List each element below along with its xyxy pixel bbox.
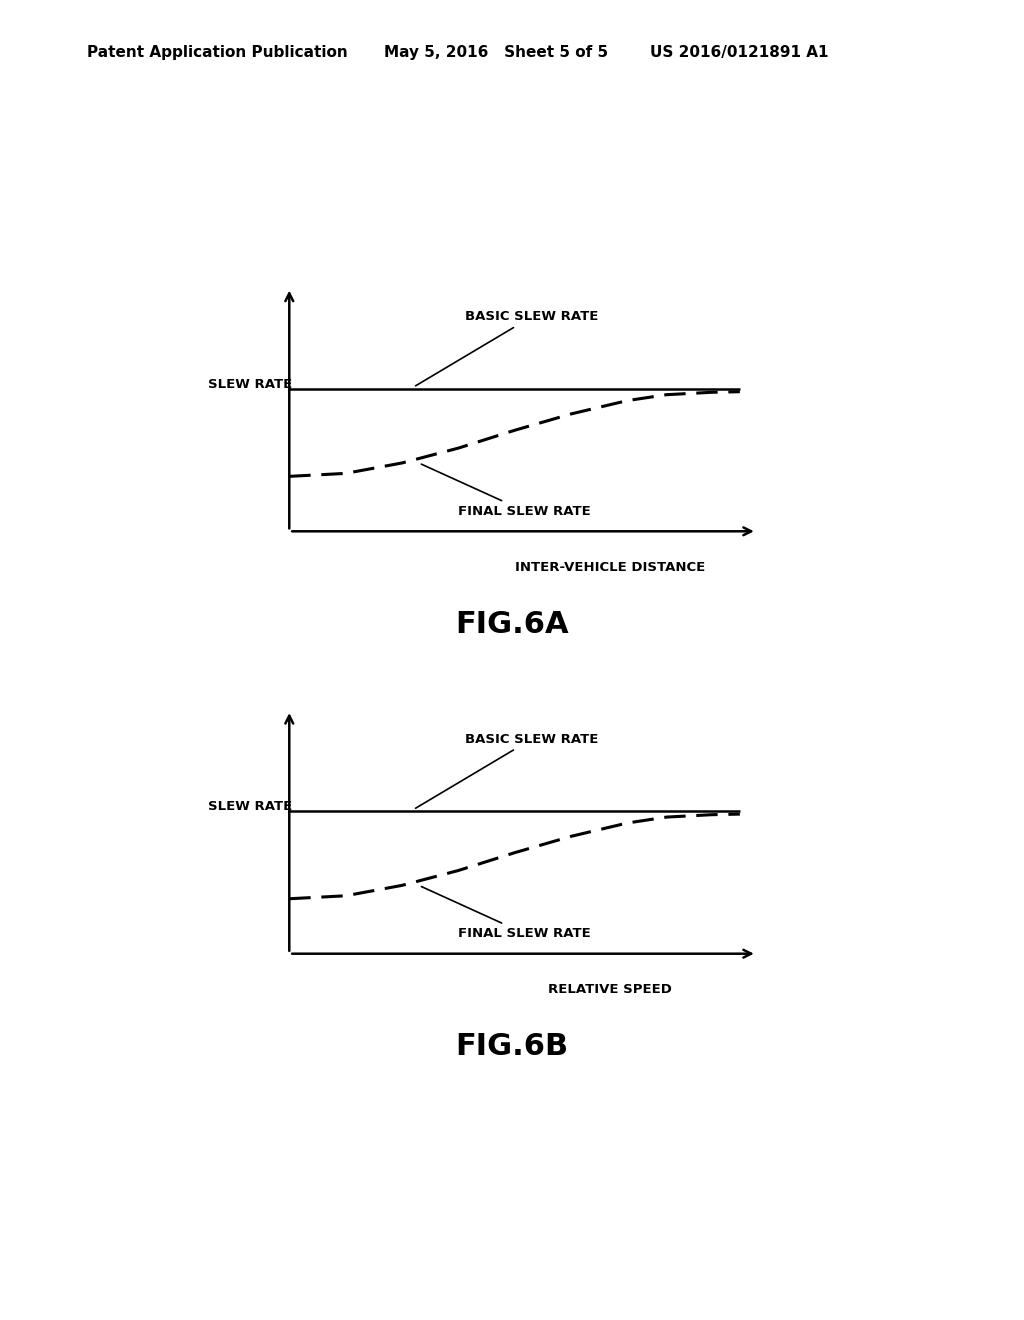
Text: BASIC SLEW RATE: BASIC SLEW RATE [416, 310, 598, 385]
Text: FINAL SLEW RATE: FINAL SLEW RATE [421, 887, 591, 940]
Text: US 2016/0121891 A1: US 2016/0121891 A1 [650, 45, 828, 59]
Text: RELATIVE SPEED: RELATIVE SPEED [549, 983, 672, 997]
Text: Patent Application Publication: Patent Application Publication [87, 45, 348, 59]
Text: INTER-VEHICLE DISTANCE: INTER-VEHICLE DISTANCE [515, 561, 706, 574]
Text: FIG.6B: FIG.6B [456, 1032, 568, 1061]
Text: FINAL SLEW RATE: FINAL SLEW RATE [421, 465, 591, 517]
Text: May 5, 2016   Sheet 5 of 5: May 5, 2016 Sheet 5 of 5 [384, 45, 608, 59]
Text: FIG.6A: FIG.6A [456, 610, 568, 639]
Text: SLEW RATE: SLEW RATE [208, 378, 292, 391]
Text: SLEW RATE: SLEW RATE [208, 800, 292, 813]
Text: BASIC SLEW RATE: BASIC SLEW RATE [416, 733, 598, 808]
